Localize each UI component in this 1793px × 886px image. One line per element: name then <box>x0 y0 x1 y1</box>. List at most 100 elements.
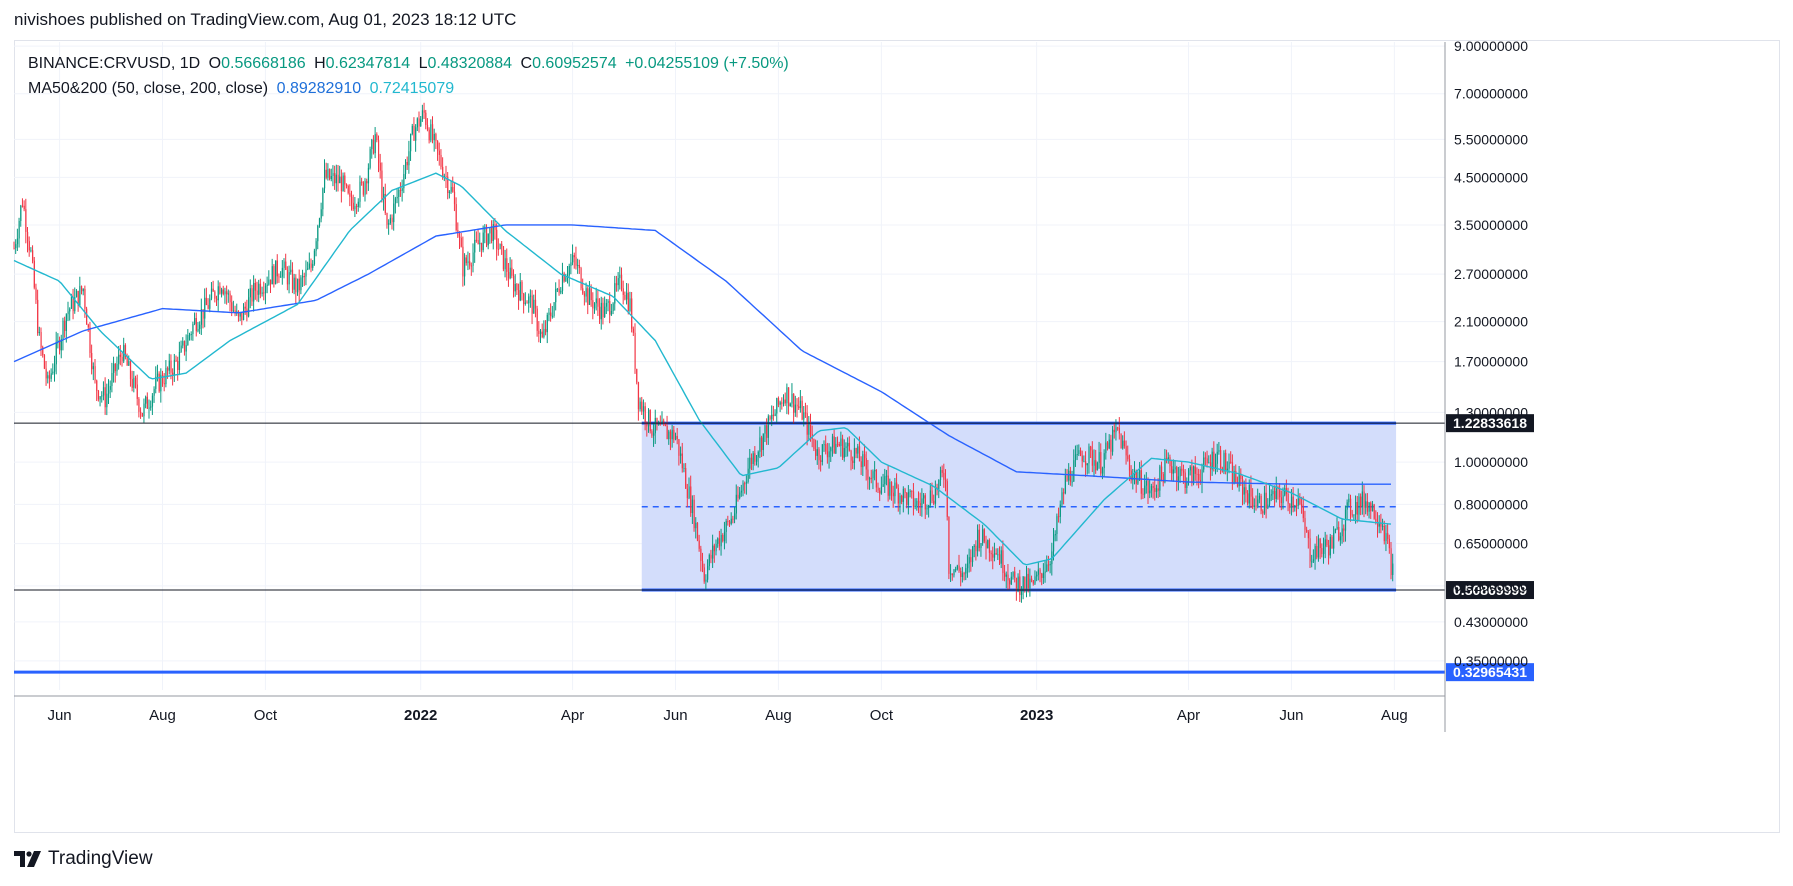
candle-2022-06-02 <box>676 427 678 445</box>
candle-body <box>634 332 636 369</box>
candle-2023-06-03 <box>1294 504 1296 512</box>
candle-body <box>150 406 152 408</box>
candle-2023-06-11 <box>1307 530 1310 549</box>
candle-body <box>1088 446 1090 464</box>
y-tick-label: 1.70000000 <box>1454 354 1528 370</box>
candle-body <box>1019 576 1021 596</box>
candle-2022-01-19 <box>450 181 452 194</box>
symbol-label[interactable]: BINANCE:CRVUSD, 1D <box>28 55 201 72</box>
candle-body <box>1262 511 1264 514</box>
candle-2022-12-13 <box>1004 564 1006 582</box>
candle-2021-06-20 <box>91 344 93 375</box>
candle-body <box>1054 534 1056 536</box>
candle-2021-07-07 <box>119 344 122 366</box>
candle-body <box>727 521 729 523</box>
candle-2022-01-22 <box>455 197 457 232</box>
candle-body <box>288 272 290 285</box>
candle-body <box>985 541 987 549</box>
footer-brand[interactable]: TradingView <box>14 848 153 870</box>
candle-body <box>848 442 851 451</box>
candle-body <box>1326 539 1328 546</box>
indicator-label[interactable]: MA50&200 (50, close, 200, close) <box>28 80 269 97</box>
y-tick-label: 3.50000000 <box>1454 217 1528 233</box>
candle-2022-09-24 <box>869 476 871 490</box>
candle-body <box>1378 523 1380 527</box>
candle-2021-09-19 <box>244 301 246 315</box>
candle-2022-09-06 <box>838 441 840 447</box>
candle-body <box>1382 525 1384 527</box>
candle-2023-03-01 <box>1135 469 1137 493</box>
candle-body <box>587 288 589 305</box>
candle-2021-12-20 <box>399 182 402 197</box>
moving-averages <box>13 172 1392 566</box>
candle-2021-05-23 <box>43 354 46 370</box>
candle-body <box>1213 451 1215 469</box>
candle-2023-05-15 <box>1262 509 1264 518</box>
candle-body <box>1061 492 1063 505</box>
candle-2022-05-30 <box>671 424 673 448</box>
candle-body <box>317 225 319 242</box>
candle-2022-11-15 <box>956 564 959 571</box>
candle-2022-12-31 <box>1034 570 1036 585</box>
candle-body <box>1306 529 1308 533</box>
candle-2021-07-22 <box>145 395 147 409</box>
candle-body <box>102 387 105 396</box>
candle-body <box>828 451 830 458</box>
candle-body <box>1074 454 1077 461</box>
candle-body <box>413 125 415 141</box>
candle-body <box>604 306 606 318</box>
candle-2022-12-19 <box>1014 566 1016 583</box>
candle-2022-07-18 <box>754 446 756 466</box>
candle-2023-02-05 <box>1095 449 1097 474</box>
candle-body <box>514 283 516 292</box>
candle-body <box>96 380 98 391</box>
candle-body <box>752 453 754 464</box>
candle-body <box>1029 578 1031 589</box>
candle-2022-06-22 <box>710 549 712 564</box>
candle-body <box>653 433 655 436</box>
candle-2022-08-22 <box>813 438 815 452</box>
candle-body <box>639 401 641 410</box>
candle-2022-07-01 <box>725 518 727 544</box>
candle-2023-06-17 <box>1317 534 1320 562</box>
candle-body <box>146 396 149 409</box>
candle-2022-07-06 <box>734 507 736 524</box>
candle-body <box>663 420 665 425</box>
candle-body <box>708 554 710 567</box>
candle-body <box>703 567 705 582</box>
candle-body <box>158 373 160 392</box>
candle-body <box>835 443 837 454</box>
candle-2022-05-01 <box>622 280 624 305</box>
candle-body <box>47 375 49 379</box>
candle-body <box>1361 491 1364 508</box>
candle-2022-09-22 <box>865 451 867 481</box>
candle-2022-09-17 <box>857 443 859 459</box>
candle-body <box>378 140 380 163</box>
candle-body <box>693 499 695 529</box>
candle-body <box>43 355 46 369</box>
candle-2023-01-19 <box>1066 469 1068 482</box>
candle-body <box>695 522 697 529</box>
candle-body <box>1385 533 1387 542</box>
candle-2022-04-17 <box>599 298 601 324</box>
candle-2022-09-14 <box>852 456 854 470</box>
candle-2023-04-16 <box>1213 441 1215 472</box>
candle-body <box>877 487 879 491</box>
candle-body <box>264 285 267 294</box>
candle-2022-05-13 <box>642 399 645 420</box>
candle-2023-06-12 <box>1309 529 1311 568</box>
candle-2021-08-14 <box>183 340 186 356</box>
candle-body <box>108 389 110 394</box>
candle-body <box>1242 479 1244 495</box>
candle-body <box>756 456 758 462</box>
candle-2022-10-24 <box>919 492 921 516</box>
candle-2022-11-30 <box>982 524 984 546</box>
candle-body <box>1311 561 1313 563</box>
candle-2022-06-06 <box>683 463 685 473</box>
candle-body <box>1309 538 1311 562</box>
candle-2022-03-14 <box>541 323 543 339</box>
candle-2022-12-11 <box>1000 546 1002 569</box>
candle-body <box>1240 473 1242 480</box>
candle-2022-07-02 <box>727 515 729 526</box>
